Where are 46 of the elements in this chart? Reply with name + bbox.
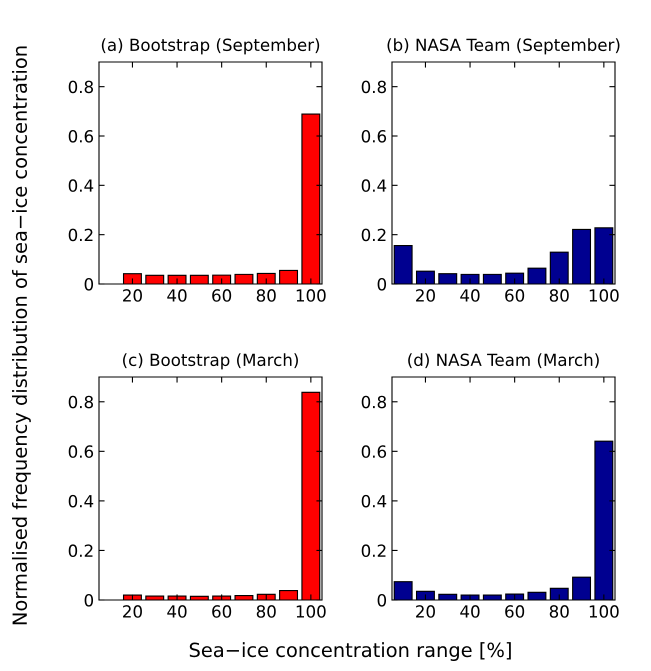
x-tick-label: 60 bbox=[505, 289, 524, 302]
x-tick-label: 80 bbox=[256, 289, 276, 302]
x-axis-title: Sea−ice concentration range [%] bbox=[190, 642, 511, 661]
x-tick-label: 100 bbox=[590, 289, 619, 302]
y-tick-label: 0.2 bbox=[362, 544, 386, 558]
y-tick-label: 0 bbox=[84, 594, 94, 607]
y-tick-label: 0.2 bbox=[68, 544, 92, 558]
chart-title: (c) Bootstrap (March) bbox=[123, 353, 298, 370]
y-tick-label: 0.4 bbox=[362, 494, 386, 508]
y-tick-label: 0.4 bbox=[68, 494, 94, 508]
x-tick-label: 40 bbox=[167, 605, 187, 618]
y-tick-label: 0 bbox=[84, 278, 94, 291]
chart-title: (a) Bootstrap (September) bbox=[102, 38, 320, 54]
y-axis-title: Normalised frequency distribution of sea−ice concentration bbox=[12, 46, 31, 624]
x-tick-label: 40 bbox=[167, 289, 187, 302]
y-tick-label: 0.4 bbox=[68, 179, 94, 192]
y-tick-label: 0.6 bbox=[362, 130, 386, 143]
chart-title: (d) NASA Team (March) bbox=[408, 353, 599, 368]
chart-title: (b) NASA Team (September) bbox=[388, 38, 620, 54]
x-tick-label: 80 bbox=[550, 289, 569, 302]
x-tick-label: 60 bbox=[505, 605, 524, 618]
x-tick-label: 100 bbox=[296, 605, 326, 618]
y-tick-label: 0.8 bbox=[68, 80, 93, 94]
y-tick-label: 0.2 bbox=[362, 228, 386, 242]
y-tick-label: 0 bbox=[378, 594, 386, 607]
y-tick-label: 0 bbox=[378, 278, 386, 291]
x-tick-label: 20 bbox=[416, 289, 435, 302]
x-tick-label: 40 bbox=[460, 605, 480, 618]
y-tick-label: 0.8 bbox=[362, 80, 386, 94]
x-tick-label: 80 bbox=[550, 605, 569, 618]
x-tick-label: 60 bbox=[212, 289, 232, 302]
x-tick-label: 80 bbox=[256, 605, 276, 618]
y-tick-label: 0.6 bbox=[68, 130, 94, 143]
x-tick-label: 20 bbox=[416, 605, 435, 618]
x-tick-label: 100 bbox=[296, 289, 326, 302]
x-tick-label: 20 bbox=[123, 289, 142, 302]
y-tick-label: 0.6 bbox=[68, 445, 94, 458]
x-tick-label: 60 bbox=[212, 605, 232, 618]
x-tick-label: 100 bbox=[590, 605, 619, 618]
y-tick-label: 0.6 bbox=[362, 445, 386, 458]
x-tick-label: 40 bbox=[460, 289, 480, 302]
y-tick-label: 0.8 bbox=[362, 396, 386, 408]
y-tick-label: 0.4 bbox=[362, 179, 386, 192]
y-tick-label: 0.8 bbox=[68, 396, 93, 408]
x-tick-label: 20 bbox=[123, 605, 142, 618]
y-tick-label: 0.2 bbox=[68, 228, 92, 242]
